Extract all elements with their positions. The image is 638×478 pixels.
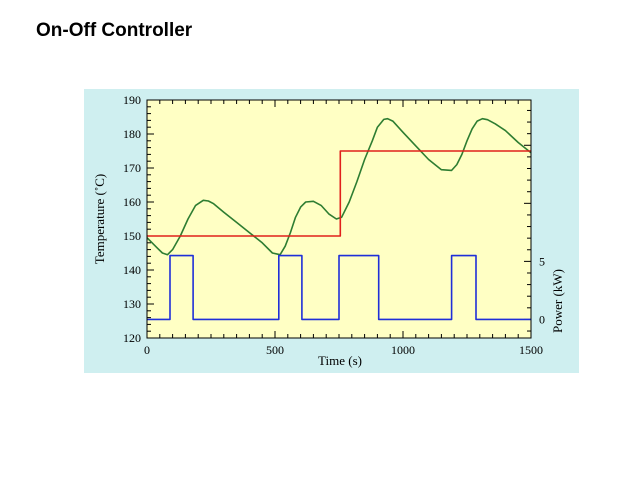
y-tick-label: 130 xyxy=(123,297,141,311)
y2-axis-label: Power (kW) xyxy=(550,269,565,333)
y-tick-label: 140 xyxy=(123,263,141,277)
plot-frame xyxy=(146,99,532,339)
setpoint-line xyxy=(147,150,531,237)
power-line xyxy=(147,254,531,321)
y-tick-label: 180 xyxy=(123,127,141,141)
temperature-line xyxy=(146,117,532,256)
y-axis-label: Temperature (˚C) xyxy=(92,174,107,264)
y-tick-label: 150 xyxy=(123,229,141,243)
x-tick-label: 500 xyxy=(266,343,284,357)
chart-svg: 0 500 1000 1500 120 130 140 150 160 170 180 190 0 5 T… xyxy=(84,89,579,373)
y-tick-label: 160 xyxy=(123,195,141,209)
y-tick-label: 120 xyxy=(123,331,141,345)
x-tick-label: 1500 xyxy=(519,343,543,357)
chart-series xyxy=(146,117,532,321)
y-tick-label: 190 xyxy=(123,93,141,107)
tick-labels: 0 500 1000 1500 120 130 140 150 160 170 180 190 0 5 xyxy=(123,93,545,357)
x-axis-label: Time (s) xyxy=(318,353,362,368)
slide-title: On-Off Controller xyxy=(36,20,193,41)
y-tick-label: 170 xyxy=(123,161,141,175)
y2-tick-label: 5 xyxy=(539,254,545,268)
y2-tick-label: 0 xyxy=(539,312,545,326)
x-tick-label: 1000 xyxy=(391,343,415,357)
x-tick-label: 0 xyxy=(144,343,150,357)
chart-figure: 0 500 1000 1500 120 130 140 150 160 170 180 190 0 5 T… xyxy=(84,89,579,373)
